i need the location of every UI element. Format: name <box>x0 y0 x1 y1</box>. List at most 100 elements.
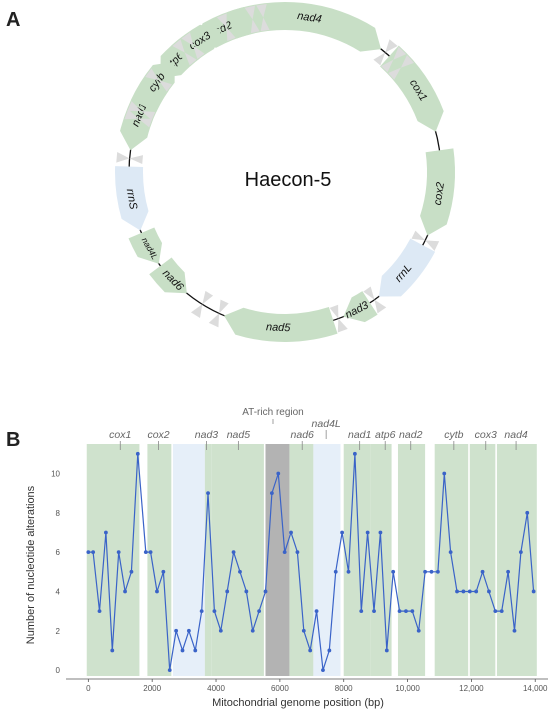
x-axis-label: Mitochondrial genome position (bp) <box>212 697 384 709</box>
gene-label-nad5: nad5 <box>266 321 292 334</box>
data-point <box>378 530 383 535</box>
x-tick-label: 12,000 <box>459 684 484 693</box>
data-point <box>174 628 179 633</box>
data-point <box>161 569 166 574</box>
data-point <box>397 609 402 614</box>
trna-marker <box>181 32 205 60</box>
trna-marker <box>216 13 236 42</box>
gene-arrow-nad5 <box>224 307 338 342</box>
trna-marker <box>208 299 229 328</box>
data-point <box>225 589 230 594</box>
data-point <box>512 628 517 633</box>
gene-band <box>496 444 537 676</box>
gene-label-cox2: cox2 <box>432 181 447 206</box>
gene-arrow-cox1 <box>380 45 444 132</box>
gene-arrow-rrnl <box>378 238 436 297</box>
data-point <box>244 589 249 594</box>
region-label-nad3: nad3 <box>195 429 219 441</box>
data-point <box>474 589 479 594</box>
data-point <box>295 550 300 555</box>
gene-band <box>343 444 371 676</box>
gene-region-bands <box>86 444 537 676</box>
data-point <box>314 609 319 614</box>
data-point <box>282 550 287 555</box>
data-point <box>499 609 504 614</box>
data-point <box>346 569 351 574</box>
gene-band <box>313 444 341 676</box>
gene-arrow-nad4l <box>128 227 163 264</box>
gene-band <box>265 444 290 676</box>
gene-arrow-cox3 <box>171 24 222 67</box>
trna-marker <box>244 5 260 34</box>
data-point <box>110 648 115 653</box>
region-label-atp6: atp6 <box>375 429 396 441</box>
x-tick-label: 2000 <box>143 684 161 693</box>
data-point <box>167 668 172 673</box>
data-point <box>123 589 127 594</box>
trna-marker <box>388 55 415 80</box>
data-point <box>365 530 370 535</box>
data-point <box>104 530 108 535</box>
panel-b-label: B <box>6 429 20 451</box>
panel-a-label: A <box>6 9 20 31</box>
data-point <box>135 451 140 456</box>
y-tick-label: 10 <box>51 469 60 478</box>
gene-arrow-cytb <box>130 61 175 112</box>
data-point <box>531 589 536 594</box>
x-tick-label: 8000 <box>335 684 353 693</box>
y-tick-label: 2 <box>56 627 61 636</box>
data-point <box>404 609 408 614</box>
data-point <box>384 648 389 653</box>
data-point <box>435 569 440 574</box>
data-point <box>250 628 255 633</box>
data-point <box>461 589 466 594</box>
gene-label-rrns: rrnS <box>124 188 140 211</box>
data-point <box>448 550 453 555</box>
data-point <box>263 589 268 594</box>
data-point <box>231 550 236 555</box>
trna-marker <box>381 46 407 73</box>
trna-marker <box>411 230 440 251</box>
trna-marker <box>373 39 398 66</box>
trna-marker <box>329 304 348 333</box>
gene-band <box>289 444 314 676</box>
gene-band <box>469 444 496 676</box>
trna-marker <box>172 39 197 66</box>
chart-axes: 0 2000 4000 6000 8000 10,000 12,000 14,000 0 2 4 6 8… <box>51 469 548 693</box>
data-point <box>129 569 134 574</box>
gene-arrow-nad6 <box>149 257 187 294</box>
data-point <box>480 569 485 574</box>
alterations-series <box>86 451 536 673</box>
gene-band <box>147 444 172 676</box>
data-point <box>327 648 332 653</box>
data-point <box>308 648 313 653</box>
data-point <box>91 550 96 555</box>
data-point <box>143 550 148 555</box>
data-point <box>487 589 491 594</box>
region-label-cox2: cox2 <box>147 429 169 441</box>
data-point <box>518 550 523 555</box>
data-point <box>455 589 459 594</box>
data-point <box>289 530 293 535</box>
region-label-nad6: nad6 <box>291 429 315 441</box>
data-point <box>148 550 153 555</box>
gene-arrow-cox2 <box>420 148 455 236</box>
data-point <box>257 609 262 614</box>
trna-marker <box>363 286 387 314</box>
gene-arrow-nad4 <box>226 2 382 52</box>
trna-marker <box>190 290 214 319</box>
trna-marker <box>145 68 173 92</box>
x-tick-label: 6000 <box>271 684 289 693</box>
y-tick-label: 0 <box>56 666 61 675</box>
gene-label-nad4: nad4 <box>296 10 322 26</box>
data-point <box>493 609 498 614</box>
region-label-nad1: nad1 <box>348 429 371 441</box>
region-label-cox1: cox1 <box>109 429 131 441</box>
region-label-cytb: cytb <box>444 429 463 441</box>
data-point <box>525 510 530 515</box>
data-point <box>155 589 159 594</box>
data-point <box>416 628 421 633</box>
data-point <box>467 589 472 594</box>
